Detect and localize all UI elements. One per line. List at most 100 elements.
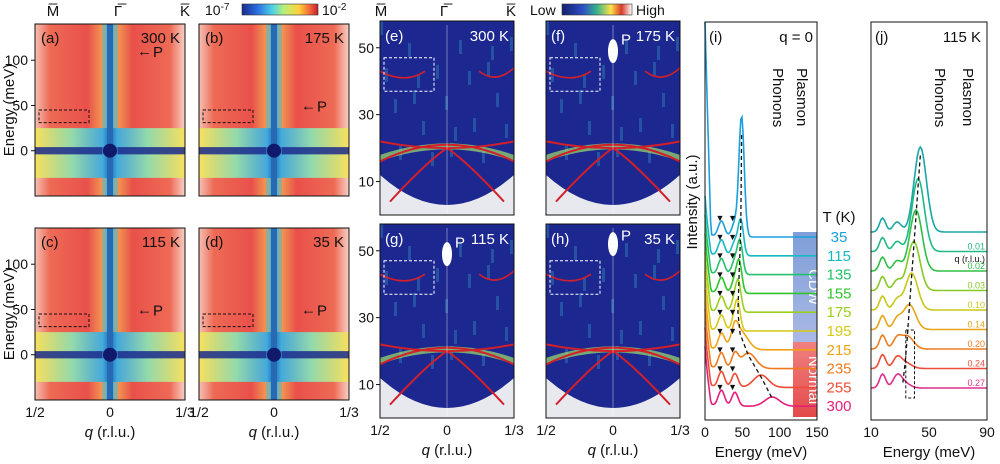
x-tick-label: 1/2 — [370, 422, 390, 438]
x-axis-label: Energy (meV) — [883, 444, 976, 461]
colorbar-linear: Low High — [530, 2, 665, 18]
x-tick-label: 1/3 — [504, 422, 524, 438]
deriv-speckle — [450, 143, 453, 157]
y-tick-label: 10 — [358, 174, 374, 190]
phonon-marker: ▼ — [715, 232, 724, 242]
top-label-gamma-mid: Γ̅ — [440, 3, 453, 20]
cbar-high-label: High — [636, 2, 665, 18]
x-axis-label: q (r.l.u.) — [85, 424, 136, 441]
deriv-speckle — [611, 96, 614, 110]
temperature-label: 235 — [826, 361, 851, 378]
p-label: P — [317, 98, 327, 115]
rixs-elastic-peak — [103, 143, 117, 158]
x-tick-label: 50 — [921, 424, 937, 440]
temperature-label: 155 — [826, 285, 851, 302]
top-label-gamma-left: Γ̅ — [114, 3, 127, 20]
deriv-speckle — [560, 99, 563, 113]
deriv-speckle — [616, 143, 619, 157]
cbar-min-label: 10-7 — [205, 2, 230, 18]
rixs-gamma-stripe — [271, 24, 277, 196]
deriv-speckle — [620, 127, 623, 141]
deriv-background — [546, 224, 680, 418]
spectrum-line — [704, 270, 817, 332]
colorbar-log-gradient — [241, 3, 319, 16]
deriv-speckle — [546, 21, 549, 35]
spectrum-line — [870, 178, 987, 253]
colorbar-linear-gradient — [561, 3, 633, 16]
deriv-speckle — [487, 265, 490, 279]
deriv-speckle — [413, 90, 416, 104]
panel-letter: (c) — [41, 234, 59, 251]
plasmon-dispersion-line — [737, 134, 773, 399]
phonon-marker: ▼ — [715, 213, 724, 223]
phonon-marker: ▼ — [715, 382, 724, 392]
deriv-speckle — [676, 37, 679, 51]
deriv-speckle — [394, 302, 397, 316]
spectrum-line — [870, 303, 987, 331]
q-header: q (r.l.u.) — [954, 254, 985, 264]
deriv-green-band — [379, 346, 515, 364]
x-tick-label: 0 — [609, 422, 617, 438]
panel-letter: (i) — [709, 29, 722, 46]
deriv-panel-0: (e) 300 K 10 30 50 — [358, 20, 515, 216]
deriv-bottom-intensity — [546, 377, 680, 418]
deriv-speckle — [657, 249, 660, 263]
deriv-speckle — [450, 346, 453, 360]
deriv-speckle — [583, 74, 586, 88]
spectrum-line — [870, 241, 987, 292]
y-tick-label: 100 — [5, 52, 29, 68]
spectrum-line — [870, 208, 987, 272]
deriv-speckle — [588, 121, 591, 135]
cdw-label: CDW — [805, 269, 822, 306]
top-axis-middle: M̅ Γ̅ K̅ — [375, 3, 516, 20]
temperature-header: T (K) — [822, 209, 855, 226]
spectrum-line — [870, 333, 987, 350]
x-axis-label: q (r.l.u.) — [249, 424, 300, 441]
deriv-speckle — [588, 324, 591, 338]
phonon-marker: ▼ — [728, 307, 737, 317]
phonon-dispersion-curve — [555, 147, 614, 203]
deriv-panel-2: (g) 115 K P 10 30 50 1/2 0 1/3 q (r.l.u.) — [358, 223, 524, 459]
rixs-gamma-halo — [102, 228, 118, 400]
rixs-dashed-box — [38, 109, 90, 124]
deriv-green-band — [545, 346, 681, 364]
phonon-dispersion-curve — [389, 147, 448, 203]
rixs-gamma-stripe — [107, 228, 113, 400]
x-tick-label: 1/2 — [536, 422, 556, 438]
deriv-speckle — [625, 243, 628, 257]
deriv-speckle — [653, 265, 656, 279]
cbar-low-label: Low — [530, 2, 557, 18]
panel-j-frame — [870, 21, 988, 421]
panel-letter: (d) — [205, 234, 223, 251]
q-value-label: 0.01 — [967, 242, 985, 252]
deriv-panel-3: (h) 35 K P 1/2 0 1/3 q (r.l.u.) — [536, 223, 690, 459]
rixs-frame — [198, 23, 350, 197]
rixs-panel-1: (b) 175 K ← P — [198, 23, 350, 197]
deriv-speckle — [505, 124, 508, 138]
deriv-speckle — [394, 99, 397, 113]
y-tick-label: 50 — [12, 97, 28, 113]
deriv-speckle — [583, 277, 586, 291]
derivative-panels-e-h: (e) 300 K 10 30 50 (f) 175 K P (g) 115 K P 10 30 50 1/… — [358, 20, 690, 459]
deriv-speckle — [657, 46, 660, 60]
p-arrow-text: ← — [137, 301, 152, 318]
deriv-speckle — [510, 37, 513, 51]
p-label: P — [153, 44, 163, 61]
panel-letter: (j) — [875, 29, 888, 46]
deriv-speckle — [491, 249, 494, 263]
deriv-speckle — [496, 93, 499, 107]
deriv-speckle — [505, 327, 508, 341]
x-tick-label: 0 — [443, 422, 451, 438]
spectrum-line — [704, 308, 817, 370]
normal-band — [793, 342, 817, 417]
panel-letter: (h) — [551, 231, 569, 248]
plasmon-intensity-blob — [442, 242, 452, 267]
p-label: P — [317, 302, 327, 319]
x-tick-label: 100 — [768, 424, 792, 440]
phonon-marker: ▼ — [728, 363, 737, 373]
x-tick-label: 1/3 — [670, 422, 690, 438]
phonon-dispersion-curve — [644, 270, 681, 281]
spectrum-line — [870, 372, 987, 389]
